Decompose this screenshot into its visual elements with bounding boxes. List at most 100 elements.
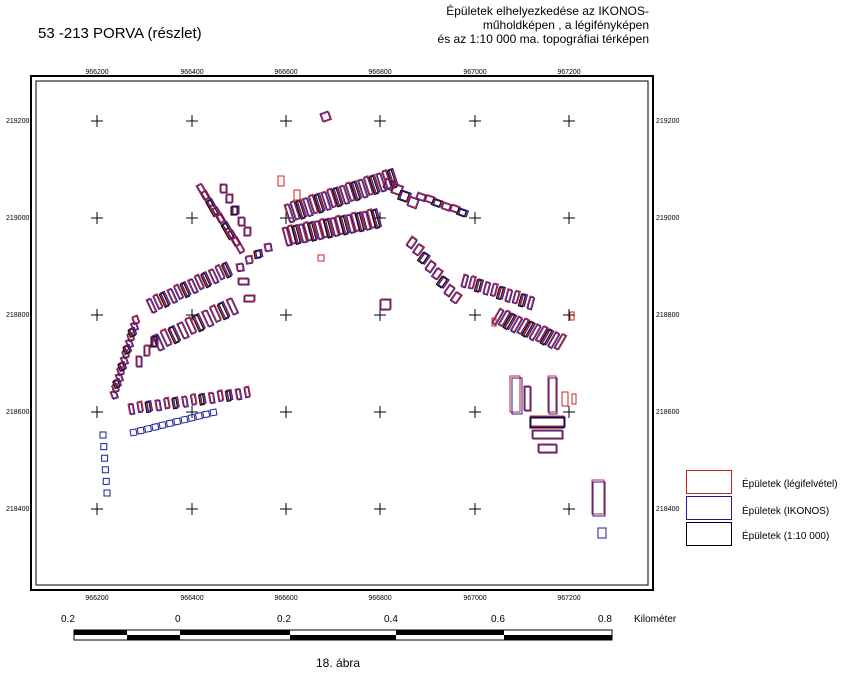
building-outline bbox=[167, 288, 179, 305]
building bbox=[237, 277, 250, 286]
legend-label-aerial: Épületek (légifelvétel) bbox=[742, 479, 838, 490]
building-outline bbox=[537, 443, 557, 453]
building bbox=[467, 275, 478, 290]
x-tick-top: 967200 bbox=[557, 69, 580, 76]
building bbox=[136, 426, 145, 435]
building bbox=[516, 317, 531, 335]
building-outline bbox=[135, 355, 142, 367]
building-outline bbox=[372, 208, 383, 228]
grid-cross bbox=[186, 115, 198, 127]
building-outline bbox=[144, 344, 151, 356]
building-outline bbox=[102, 477, 110, 485]
building-outline bbox=[524, 386, 532, 412]
grid-cross bbox=[469, 309, 481, 321]
building-outline bbox=[136, 426, 145, 435]
building-outline bbox=[413, 243, 426, 257]
building-outline bbox=[225, 194, 233, 204]
building-outline bbox=[456, 207, 467, 218]
building-outline bbox=[235, 262, 244, 272]
building bbox=[163, 396, 171, 410]
building-outline bbox=[467, 275, 476, 290]
building-outline bbox=[437, 275, 450, 289]
description-line-2: műholdképen , a légifényképen bbox=[482, 18, 649, 32]
building-outline bbox=[129, 321, 139, 331]
building bbox=[150, 335, 159, 348]
building-outline bbox=[313, 219, 323, 240]
scale-label-2: 0.2 bbox=[277, 614, 291, 625]
legend-label-ikonos: Épületek (IKONOS) bbox=[742, 506, 830, 517]
building-outline bbox=[151, 422, 160, 432]
building-outline bbox=[405, 236, 418, 250]
building-outline bbox=[320, 111, 333, 123]
building-outline bbox=[435, 275, 448, 289]
scale-bar-segment bbox=[74, 630, 127, 635]
y-tick-left: 219200 bbox=[6, 118, 29, 125]
building bbox=[511, 289, 522, 305]
building bbox=[320, 190, 332, 212]
grid-cross bbox=[374, 503, 386, 515]
building-outline bbox=[253, 250, 262, 260]
building bbox=[167, 324, 182, 345]
building-outline bbox=[351, 180, 363, 200]
building bbox=[234, 387, 243, 401]
building bbox=[180, 395, 189, 408]
grid-cross bbox=[563, 212, 575, 224]
building bbox=[597, 527, 607, 539]
scale-label-4: 0.6 bbox=[491, 614, 505, 625]
building bbox=[517, 292, 529, 308]
building-outline bbox=[163, 397, 170, 410]
building bbox=[219, 183, 228, 194]
building bbox=[591, 479, 606, 517]
scale-label-3: 0.4 bbox=[384, 614, 398, 625]
scale-label-5: 0.8 bbox=[598, 614, 612, 625]
building-outline bbox=[289, 201, 301, 221]
building-outline bbox=[158, 421, 167, 430]
building-outline bbox=[194, 412, 203, 421]
building bbox=[189, 392, 198, 406]
building-outline bbox=[356, 178, 368, 199]
building bbox=[375, 172, 388, 193]
building-outline bbox=[180, 395, 188, 408]
building-outline bbox=[497, 285, 507, 300]
building-outline bbox=[523, 385, 531, 411]
building-outline bbox=[475, 278, 485, 293]
building-outline bbox=[177, 321, 190, 340]
building bbox=[317, 254, 325, 262]
building-outline bbox=[396, 189, 410, 203]
building-outline bbox=[173, 396, 180, 409]
description-line-1: Épületek elhelyezkedése az IKONOS- bbox=[446, 4, 649, 18]
building-outline bbox=[362, 176, 374, 196]
building-outline bbox=[218, 300, 231, 319]
building bbox=[386, 167, 399, 190]
building bbox=[473, 278, 485, 293]
building-outline bbox=[176, 321, 189, 340]
building bbox=[135, 355, 143, 368]
building bbox=[220, 261, 234, 279]
building-outline bbox=[209, 303, 222, 322]
building bbox=[313, 192, 326, 214]
building-outline bbox=[168, 324, 182, 343]
building bbox=[225, 193, 234, 204]
building-outline bbox=[136, 401, 144, 414]
building-outline bbox=[217, 389, 225, 401]
building bbox=[224, 389, 234, 403]
building bbox=[263, 242, 273, 253]
building-outline bbox=[193, 312, 206, 331]
building-outline bbox=[547, 332, 561, 350]
scale-bar-segment bbox=[396, 630, 504, 635]
building-outline bbox=[152, 335, 159, 347]
building bbox=[237, 216, 246, 227]
building-outline bbox=[214, 263, 226, 280]
map-description: Épületek elhelyezkedése az IKONOS- műhol… bbox=[438, 4, 649, 46]
building-outline bbox=[145, 297, 157, 314]
building bbox=[151, 422, 160, 432]
building bbox=[102, 477, 110, 485]
scale-label-0: 0.2 bbox=[61, 614, 75, 625]
building-outline bbox=[516, 317, 529, 335]
building bbox=[207, 268, 220, 285]
building-outline bbox=[166, 287, 177, 304]
building bbox=[244, 254, 254, 265]
building-outline bbox=[152, 293, 164, 309]
building bbox=[173, 417, 182, 426]
scale-bar-segment bbox=[127, 635, 180, 640]
